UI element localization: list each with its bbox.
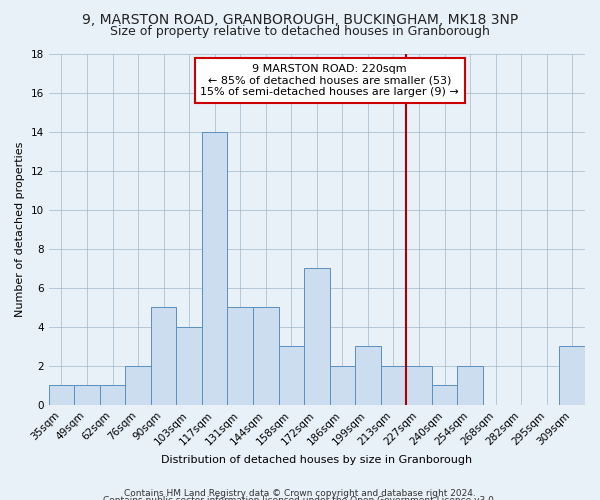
Y-axis label: Number of detached properties: Number of detached properties [15,142,25,317]
Bar [406,366,432,405]
Bar [457,366,483,405]
Bar [151,308,176,405]
Text: 9 MARSTON ROAD: 220sqm
← 85% of detached houses are smaller (53)
15% of semi-det: 9 MARSTON ROAD: 220sqm ← 85% of detached… [200,64,459,97]
Bar [355,346,380,405]
Bar [125,366,151,405]
Bar [380,366,406,405]
Text: Contains HM Land Registry data © Crown copyright and database right 2024.: Contains HM Land Registry data © Crown c… [124,488,476,498]
Text: Size of property relative to detached houses in Granborough: Size of property relative to detached ho… [110,25,490,38]
Bar [329,366,355,405]
Bar [278,346,304,405]
Bar [176,327,202,405]
Text: Contains public sector information licensed under the Open Government Licence v3: Contains public sector information licen… [103,496,497,500]
X-axis label: Distribution of detached houses by size in Granborough: Distribution of detached houses by size … [161,455,472,465]
Bar [253,308,278,405]
Text: 9, MARSTON ROAD, GRANBOROUGH, BUCKINGHAM, MK18 3NP: 9, MARSTON ROAD, GRANBOROUGH, BUCKINGHAM… [82,12,518,26]
Bar [304,268,329,405]
Bar [49,386,74,405]
Bar [432,386,457,405]
Bar [100,386,125,405]
Bar [227,308,253,405]
Bar [202,132,227,405]
Bar [559,346,585,405]
Bar [74,386,100,405]
